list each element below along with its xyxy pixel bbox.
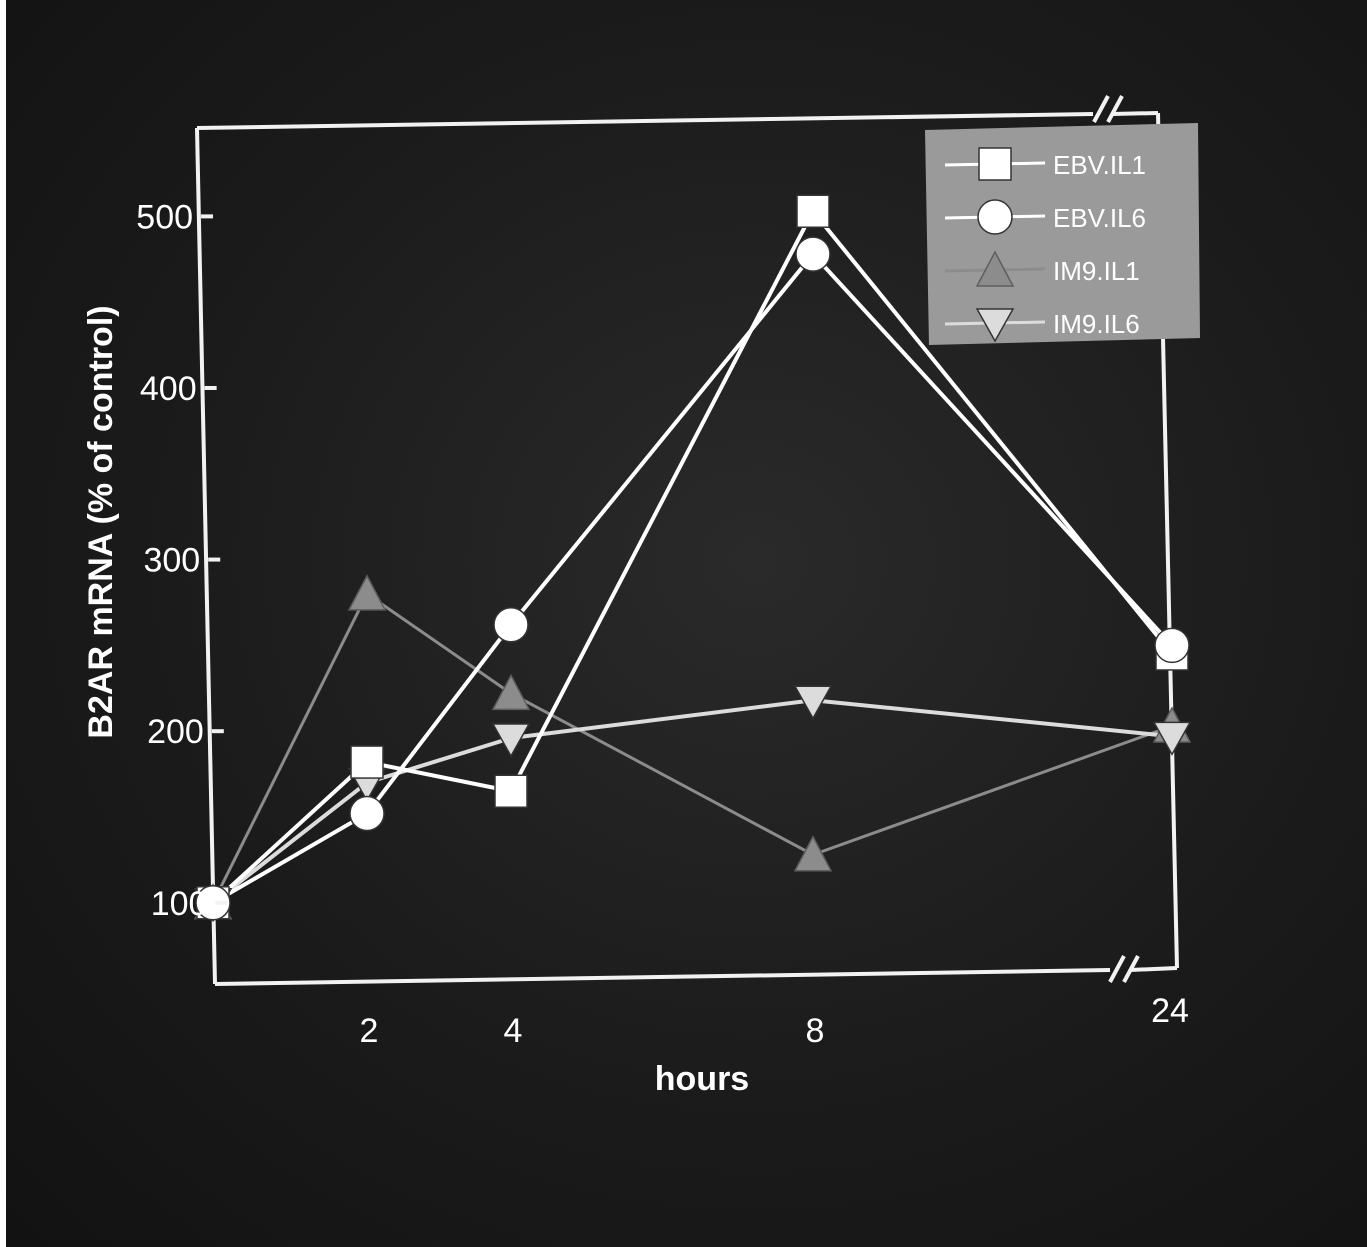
legend-marker (977, 199, 1013, 235)
y-tick-label: 200 (147, 713, 204, 751)
y-tick-label: 400 (140, 370, 197, 408)
y-axis-ticks: 100 200 300 400 500 (136, 198, 228, 923)
legend-marker (978, 147, 1012, 181)
legend-marker (975, 250, 1015, 287)
legend-label: EBV.IL6 (1053, 203, 1146, 233)
data-point (1152, 721, 1192, 756)
top-axis-break-mark (1092, 95, 1124, 123)
x-tick-label: 8 (806, 1012, 825, 1050)
x-axis-line (214, 968, 1111, 986)
y-tick-label: 500 (136, 198, 193, 236)
legend-label: EBV.IL1 (1053, 150, 1146, 180)
legend-label: IM9.IL1 (1053, 256, 1140, 286)
data-point (491, 723, 531, 758)
data-point (1154, 627, 1190, 664)
legend: EBV.IL1 EBV.IL6 IM9.IL1 IM9.IL6 (925, 123, 1200, 345)
y-tick-label: 100 (151, 885, 208, 923)
plot-frame-top (196, 112, 1094, 130)
data-point (494, 774, 528, 808)
x-axis-title: hours (655, 1060, 749, 1098)
data-point (195, 885, 231, 921)
series-markers (193, 194, 1192, 923)
data-point (350, 745, 384, 779)
data-point (793, 685, 833, 720)
x-axis-ticks: 2 4 824 (360, 992, 1189, 1050)
data-point (493, 607, 529, 643)
data-point (795, 236, 831, 272)
data-point (347, 574, 387, 611)
legend-label: IM9.IL6 (1053, 309, 1140, 339)
y-tick-label: 300 (143, 542, 200, 580)
data-point (491, 673, 531, 711)
x-tick-label: 2 (360, 1012, 379, 1050)
x-axis-break-mark (1108, 955, 1140, 983)
plot-frame-top-right (1111, 111, 1159, 116)
plot-frame-left (195, 127, 217, 985)
x-tick-label: 24 (1151, 992, 1189, 1030)
legend-marker (975, 308, 1015, 343)
x-tick-label: 4 (504, 1012, 523, 1050)
data-point (793, 835, 833, 872)
data-point (796, 194, 830, 228)
data-point (349, 795, 385, 832)
x-axis-line-right (1129, 966, 1178, 972)
y-axis-title: B2AR mRNA (% of control) (82, 305, 120, 738)
